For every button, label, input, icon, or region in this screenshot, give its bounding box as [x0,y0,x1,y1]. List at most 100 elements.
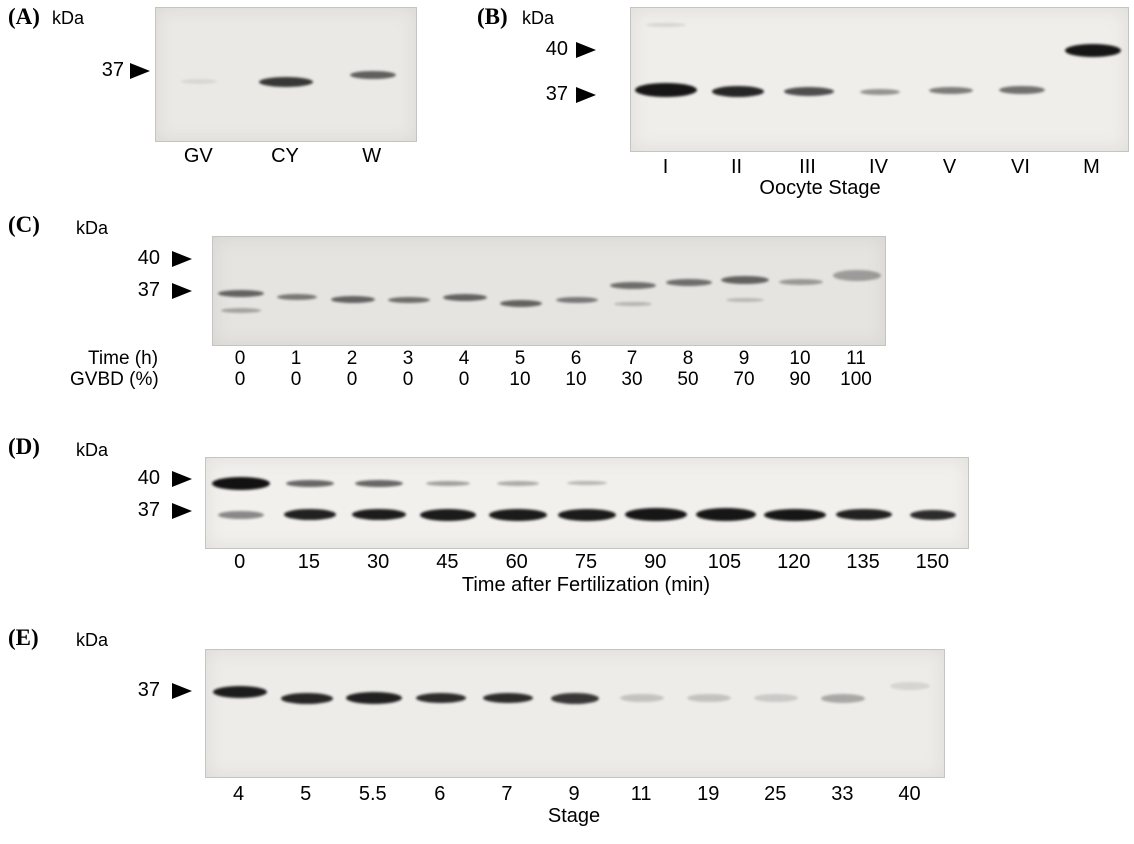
protein-band [610,282,656,290]
protein-band [646,23,687,28]
panel-d-marker-37: 37 [137,499,160,521]
protein-band [420,508,477,521]
lane-label: 60 [505,551,528,573]
protein-band [331,296,375,304]
protein-band [558,508,616,521]
lane-label: GV [183,145,213,167]
protein-band [910,509,957,520]
panel-e-arrowhead-37-icon [172,683,192,699]
panel-b-label: (B) [477,4,508,29]
time-value: 9 [738,348,750,369]
lane-label: V [942,156,957,178]
protein-band [779,279,823,286]
protein-band [283,509,336,521]
panel-d-marker-40: 40 [137,467,160,489]
protein-band [259,77,313,88]
lane-label: 5 [300,783,312,805]
time-value: 8 [682,348,694,369]
protein-band [890,681,931,690]
lane-label: 33 [831,783,854,805]
lane-label: W [362,145,382,167]
lane-label: CY [271,145,299,167]
panel-a-blot [155,7,417,142]
lane-label: 90 [644,551,667,573]
protein-band [388,296,430,303]
protein-band [426,480,471,486]
panel-e-label: (E) [8,625,39,650]
panel-d-lane-labels: 0 15 30 45 60 75 90 105 120 135 150 [205,551,967,574]
panel-c-marker-37: 37 [137,279,160,301]
lane-label: 75 [574,551,598,573]
lane-label: 25 [764,783,787,805]
lane-label: 9 [568,783,580,805]
panel-b-marker-37: 37 [545,83,568,105]
panel-c-marker-40: 40 [137,247,160,269]
panel-d-kda-label: kDa [76,440,109,460]
panel-b-kda-label: kDa [522,8,555,28]
lane-label: II [730,156,743,178]
lane-label: 0 [234,551,246,573]
panel-e-kda-label: kDa [76,630,109,650]
lane-label: 135 [846,551,880,573]
panel-d-arrowhead-37-icon [172,503,192,519]
protein-band [625,508,688,522]
lane-label: III [799,156,816,178]
lane-label: 4 [232,783,245,805]
protein-band [349,70,396,79]
lane-label: 5.5 [358,783,387,805]
protein-band [620,694,665,703]
protein-band [212,685,267,698]
gvbd-value: 90 [789,369,811,390]
protein-band [721,276,769,285]
panel-c-blot [212,236,886,346]
panel-b-axis-title: Oocyte Stage [759,177,881,199]
panel-e-marker-37: 37 [137,679,160,701]
protein-band [635,82,698,97]
panel-e-lane-labels: 4 5 5.5 6 7 9 11 19 25 33 40 [205,783,943,806]
panel-c-time-values: 0 1 2 3 4 5 6 7 8 9 10 11 [212,348,884,370]
panel-b-arrowhead-40-icon [576,42,596,58]
panel-c-gvbd-values: 0 0 0 0 0 10 10 30 50 70 90 100 [212,369,884,391]
panel-c-time-row-label: Time (h) [88,348,159,369]
gvbd-value: 30 [621,369,643,390]
lane-label: 19 [697,783,720,805]
lane-label: 105 [707,551,742,573]
protein-band [488,508,547,521]
panel-a-lane-labels: GV CY W [155,145,415,168]
time-value: 2 [346,348,358,369]
lane-label: 11 [630,783,652,805]
lane-label: I [662,156,669,178]
gvbd-value: 0 [234,369,246,390]
panel-b-arrowhead-37-icon [576,87,596,103]
panel-a-kda-label: kDa [52,8,85,28]
protein-band [998,86,1045,95]
gvbd-value: 0 [290,369,302,390]
panel-a-marker-37: 37 [101,59,124,81]
gvbd-value: 0 [458,369,470,390]
protein-band [614,301,652,306]
panel-c-kda-label: kDa [76,218,109,238]
protein-band [836,509,893,521]
gvbd-value: 10 [509,369,531,390]
protein-band [217,289,264,297]
protein-band [355,479,404,487]
lane-label: 7 [501,783,513,805]
gvbd-value: 0 [402,369,414,390]
protein-band [211,476,270,490]
panel-d-arrowhead-40-icon [172,471,192,487]
panel-a-label: (A) [8,4,40,29]
protein-band [181,78,218,84]
protein-band [666,278,712,286]
protein-band [551,692,599,704]
panel-d-blot [205,457,969,549]
protein-band [567,481,607,486]
protein-band [726,297,764,302]
protein-band [500,300,542,308]
gvbd-value: 10 [565,369,587,390]
lane-label: 45 [436,551,459,573]
lane-label: 30 [367,551,390,573]
time-value: 0 [234,348,246,369]
protein-band [482,693,533,704]
protein-band [859,88,900,95]
